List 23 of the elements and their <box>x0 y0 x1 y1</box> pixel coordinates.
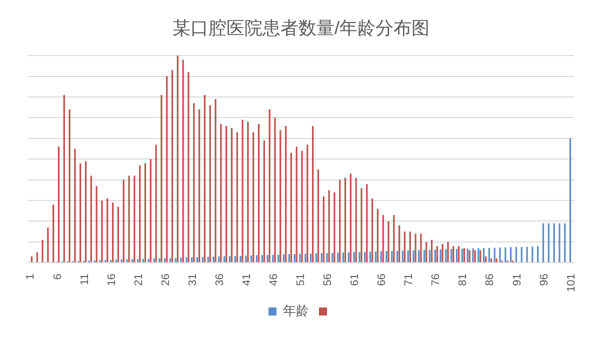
x-tick-label: 16 <box>106 274 118 286</box>
x-tick-label: 86 <box>484 274 496 286</box>
x-tick-label: 41 <box>240 274 253 286</box>
x-tick-label: 11 <box>78 274 91 286</box>
x-tick-label: 36 <box>214 274 226 286</box>
x-tick-label: 61 <box>349 274 362 286</box>
chart-title: 某口腔医院患者数量/年龄分布图 <box>172 18 430 38</box>
x-tick-label: 56 <box>322 274 334 286</box>
x-tick-label: 21 <box>132 274 145 286</box>
x-tick-label: 1 <box>24 274 37 280</box>
x-tick-label: 26 <box>160 274 172 286</box>
x-tick-label: 46 <box>268 274 280 286</box>
x-tick-label: 66 <box>376 274 388 286</box>
x-tick-label: 101 <box>565 274 578 292</box>
x-tick-label: 31 <box>186 274 199 286</box>
x-tick-label: 91 <box>511 274 524 286</box>
x-tick-label: 96 <box>538 274 550 286</box>
x-tick-label: 6 <box>52 274 64 280</box>
x-tick-label: 51 <box>295 274 308 286</box>
x-tick-label: 71 <box>403 274 416 286</box>
legend-label: 年龄 <box>283 303 309 318</box>
x-tick-label: 76 <box>430 274 442 286</box>
x-tick-label: 81 <box>457 274 470 286</box>
